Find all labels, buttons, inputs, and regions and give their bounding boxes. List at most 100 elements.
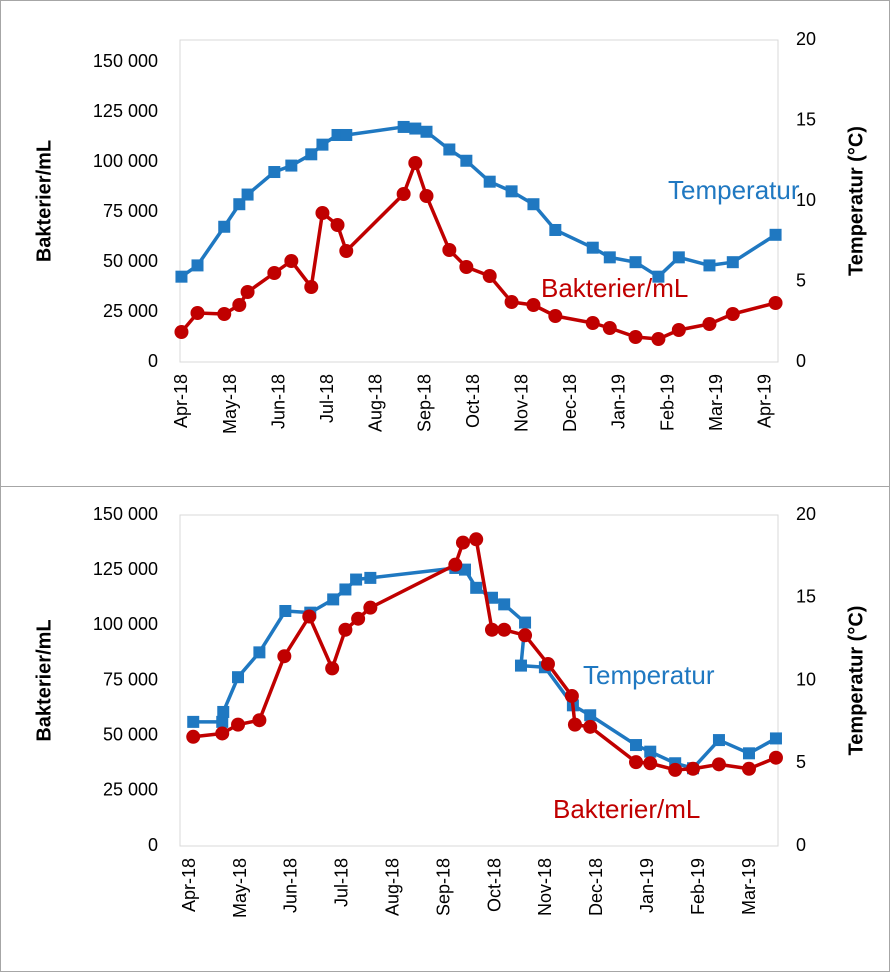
point — [191, 259, 204, 272]
y-tick-label: 25 000 — [103, 780, 158, 800]
x-tick-label: Apr-18 — [171, 374, 191, 428]
point — [668, 762, 683, 777]
point — [455, 535, 470, 550]
point — [548, 309, 563, 323]
point — [482, 269, 497, 283]
point — [567, 717, 582, 732]
point — [603, 251, 616, 264]
point — [351, 611, 366, 626]
point — [339, 244, 354, 258]
x-tick-label: Feb-19 — [657, 374, 677, 431]
point — [630, 739, 643, 752]
y2-tick-label: 15 — [796, 109, 816, 129]
point — [187, 715, 200, 728]
y-tick-label: 50 000 — [103, 724, 158, 744]
point — [232, 298, 247, 312]
point — [742, 747, 755, 760]
point — [327, 593, 340, 606]
point — [470, 581, 483, 594]
point — [768, 296, 783, 310]
point — [519, 616, 532, 629]
point — [484, 622, 499, 637]
y2-tick-label: 0 — [796, 351, 806, 371]
y-tick-label: 0 — [148, 835, 158, 855]
point — [232, 671, 245, 684]
series-label: Temperatur — [668, 175, 800, 205]
point — [504, 295, 519, 309]
x-tick-label: Apr-19 — [755, 374, 775, 428]
point — [419, 189, 434, 203]
point — [316, 138, 329, 151]
point — [583, 719, 598, 734]
point — [686, 761, 701, 776]
x-tick-label: Jul-18 — [317, 374, 337, 423]
point — [325, 661, 340, 676]
plot-area — [179, 39, 779, 363]
point — [769, 732, 782, 745]
y2-tick-label: 20 — [796, 29, 816, 49]
series-line — [180, 161, 777, 341]
x-tick-label: Dec-18 — [560, 374, 580, 432]
y-tick-label: 125 000 — [93, 101, 158, 121]
point — [442, 243, 457, 257]
x-tick-label: Jan-19 — [609, 374, 629, 429]
x-tick-label: May-18 — [230, 858, 250, 918]
y-tick-label: 150 000 — [93, 504, 158, 524]
y2-tick-label: 5 — [796, 270, 806, 290]
y2-tick-label: 10 — [796, 669, 816, 689]
point — [304, 280, 319, 294]
point — [514, 659, 527, 672]
point — [284, 254, 299, 268]
point — [448, 557, 463, 572]
x-tick-label: Jul-18 — [332, 858, 352, 907]
point — [175, 270, 188, 283]
point — [644, 745, 657, 758]
point — [726, 256, 739, 269]
point — [241, 188, 254, 201]
point — [268, 166, 281, 179]
y2-tick-label: 0 — [796, 835, 806, 855]
point — [768, 750, 783, 765]
panel-frame — [0, 486, 890, 972]
y-axis-title: Bakterier/mL — [33, 619, 55, 741]
point — [564, 688, 579, 703]
point — [652, 270, 665, 283]
point — [651, 332, 666, 346]
y-tick-label: 150 000 — [93, 51, 158, 71]
point — [420, 125, 433, 138]
point — [267, 266, 282, 280]
point — [217, 307, 232, 321]
point — [459, 260, 474, 274]
series-label: Temperatur — [583, 660, 715, 690]
y-tick-label: 125 000 — [93, 559, 158, 579]
x-tick-label: Feb-19 — [688, 858, 708, 915]
point — [602, 321, 617, 335]
point — [498, 598, 511, 611]
point — [711, 757, 726, 772]
point — [174, 325, 189, 339]
point — [585, 316, 600, 330]
y-tick-label: 0 — [148, 351, 158, 371]
point — [526, 298, 541, 312]
point — [671, 323, 686, 337]
y2-tick-label: 10 — [796, 190, 816, 210]
point — [218, 220, 231, 233]
x-tick-label: Aug-18 — [366, 374, 386, 432]
point — [302, 609, 317, 624]
point — [231, 717, 246, 732]
x-tick-label: Nov-18 — [535, 858, 555, 916]
y-axis-title: Bakterier/mL — [33, 140, 55, 262]
point — [469, 532, 484, 547]
point — [672, 251, 685, 264]
point — [364, 571, 377, 584]
point — [277, 649, 292, 664]
series-label: Bakterier/mL — [541, 273, 688, 303]
point — [540, 656, 555, 671]
x-tick-label: Jun-18 — [281, 858, 301, 913]
x-tick-label: Apr-18 — [179, 858, 199, 912]
y2-axis-title: Temperatur (°C) — [845, 126, 867, 276]
point — [643, 756, 658, 771]
point — [629, 256, 642, 269]
